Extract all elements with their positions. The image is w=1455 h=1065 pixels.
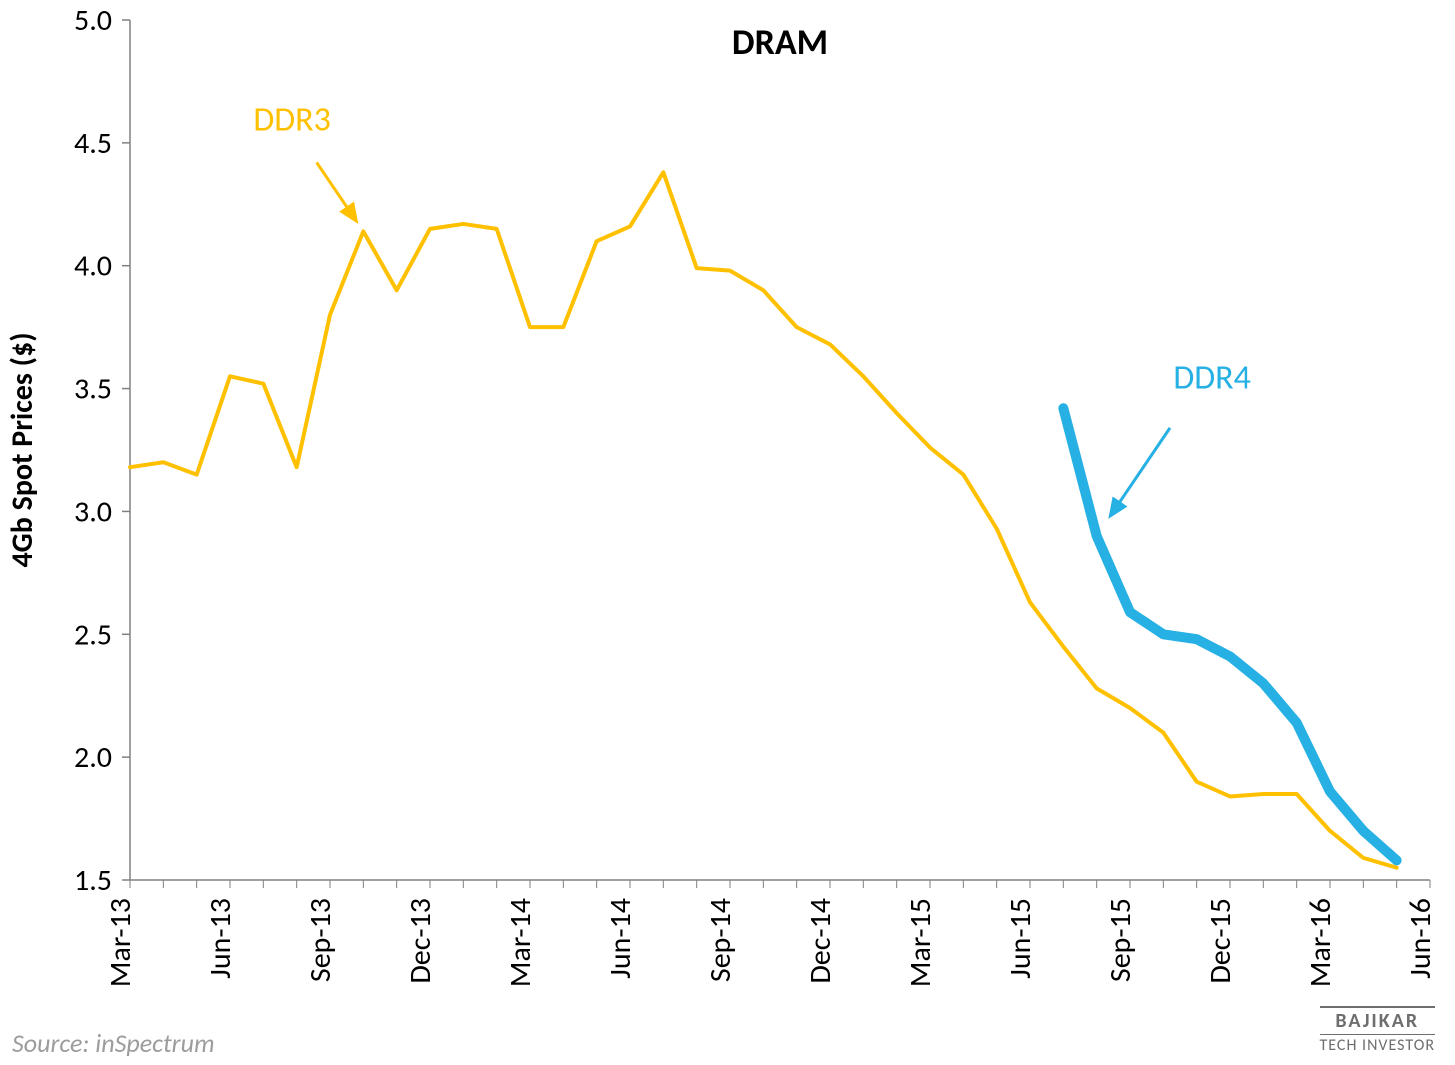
svg-text:2.5: 2.5: [74, 616, 112, 653]
svg-text:Mar-15: Mar-15: [902, 898, 939, 987]
dram-price-chart: DRAM 1.5 2.0 2.5 3.0 3.5 4.0 4.5 5.0 Mar-13 Jun-13…: [0, 0, 1455, 1065]
svg-text:4.5: 4.5: [74, 125, 112, 162]
svg-text:3.5: 3.5: [74, 371, 112, 408]
svg-text:Sep-15: Sep-15: [1102, 898, 1139, 982]
brand-bottom: TECH INVESTOR: [1320, 1035, 1436, 1055]
svg-text:Mar-13: Mar-13: [102, 898, 139, 987]
source-label: Source: inSpectrum: [12, 1027, 215, 1059]
svg-text:Jun-16: Jun-16: [1402, 898, 1439, 979]
svg-text:1.5: 1.5: [74, 862, 112, 899]
svg-text:Dec-15: Dec-15: [1202, 898, 1239, 984]
svg-text:Mar-16: Mar-16: [1302, 898, 1339, 987]
svg-text:3.0: 3.0: [74, 493, 112, 530]
svg-text:4Gb Spot Prices ($): 4Gb Spot Prices ($): [4, 332, 41, 567]
svg-text:Dec-14: Dec-14: [802, 898, 839, 984]
svg-text:Sep-14: Sep-14: [702, 898, 739, 982]
svg-text:Jun-15: Jun-15: [1002, 898, 1039, 979]
svg-text:Dec-13: Dec-13: [402, 898, 439, 984]
svg-text:Jun-14: Jun-14: [602, 898, 639, 979]
brand-top: BAJIKAR: [1320, 1006, 1436, 1035]
svg-text:Mar-14: Mar-14: [502, 898, 539, 987]
svg-text:2.0: 2.0: [74, 739, 112, 776]
svg-text:Jun-13: Jun-13: [202, 898, 239, 979]
svg-text:4.0: 4.0: [74, 248, 112, 285]
series-label-ddr4: DDR4: [1173, 358, 1251, 399]
svg-text:5.0: 5.0: [74, 2, 112, 39]
svg-text:DRAM: DRAM: [732, 20, 828, 64]
chart-svg: DRAM 1.5 2.0 2.5 3.0 3.5 4.0 4.5 5.0 Mar-13 Jun-13…: [0, 0, 1455, 1065]
brand-badge: BAJIKAR TECH INVESTOR: [1320, 1006, 1436, 1055]
series-label-ddr3: DDR3: [253, 100, 331, 141]
svg-text:Sep-13: Sep-13: [302, 898, 339, 982]
